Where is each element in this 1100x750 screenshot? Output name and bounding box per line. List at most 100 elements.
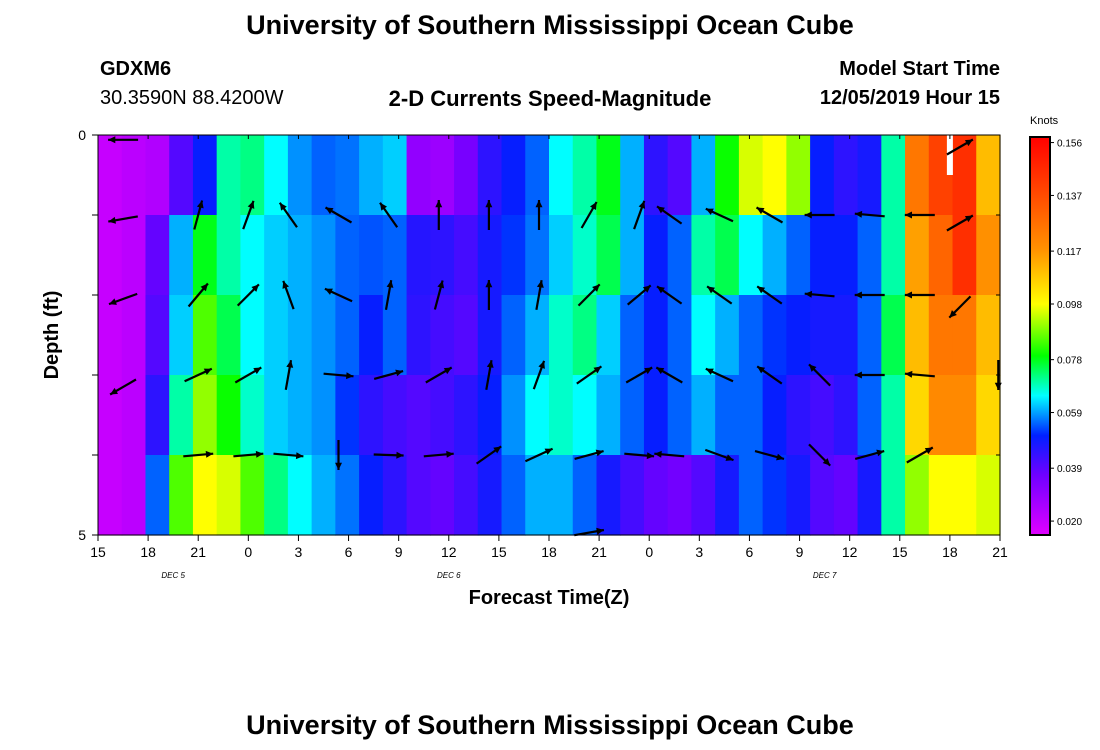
heatmap-cell	[311, 375, 336, 456]
heatmap-cell	[430, 135, 455, 216]
heatmap-cell	[810, 135, 835, 216]
heatmap-cell	[430, 455, 455, 536]
arrow-head	[200, 283, 208, 292]
heatmap-cell	[501, 455, 526, 536]
heatmap-cell	[287, 455, 313, 536]
heatmap-cell	[738, 295, 764, 376]
arrow-head	[486, 360, 494, 368]
heatmap-cell	[833, 455, 859, 536]
heatmap-cell	[881, 375, 906, 456]
current-arrow	[808, 363, 831, 387]
heatmap-cell	[928, 375, 954, 456]
heatmap-cell	[525, 455, 550, 536]
arrow-head	[809, 364, 817, 372]
heatmap-cell	[762, 215, 787, 296]
heatmap-cell	[762, 455, 787, 536]
colorbar-tick-label: 0.117	[1057, 247, 1082, 258]
arrow-head	[282, 280, 289, 289]
heatmap-cell	[145, 215, 170, 296]
day-label: DEC 5	[161, 571, 185, 580]
current-arrow	[435, 200, 443, 230]
heatmap-cell	[145, 135, 170, 216]
heatmap-cell	[881, 215, 906, 296]
arrow-head	[854, 291, 862, 299]
heatmap-cell	[952, 455, 977, 536]
heatmap-cell	[287, 375, 313, 456]
heatmap-cell	[572, 215, 598, 296]
heatmap-cell	[810, 375, 835, 456]
model-start-time: 12/05/2019 Hour 15	[819, 87, 1000, 109]
current-arrow	[108, 292, 138, 306]
arrow-head	[535, 200, 543, 208]
arrow-head	[253, 367, 262, 375]
y-axis: 05	[78, 127, 1000, 543]
current-arrow	[535, 280, 544, 310]
heatmap-cell	[264, 295, 289, 376]
heatmap-cell	[572, 135, 598, 216]
heatmap-cell	[382, 215, 408, 296]
heatmap-cell	[643, 135, 669, 216]
heatmap-cell	[596, 375, 621, 456]
arrow-head	[756, 207, 765, 215]
heatmap-cell	[905, 455, 930, 536]
heatmap-cell	[596, 295, 621, 376]
arrow-head	[804, 211, 812, 219]
x-tick-label: 0	[244, 544, 252, 560]
heatmap-cell	[98, 215, 123, 296]
current-arrow	[804, 290, 835, 298]
heatmap-cell	[786, 135, 811, 216]
heatmap-cell	[216, 295, 242, 376]
heatmap-cell	[98, 295, 123, 376]
heatmap-cell	[549, 455, 574, 536]
day-label: DEC 7	[813, 571, 837, 580]
current-arrow	[656, 205, 683, 225]
heatmap-cell	[382, 135, 408, 216]
current-arrow	[755, 206, 784, 224]
heatmap-cell	[169, 295, 194, 376]
heatmap-cell	[667, 215, 693, 296]
heatmap-cell	[145, 295, 170, 376]
current-arrow	[756, 365, 783, 385]
x-tick-label: 15	[491, 544, 507, 560]
heatmap-cell	[216, 135, 242, 216]
current-arrow	[485, 280, 493, 310]
arrow-head	[705, 208, 714, 215]
heatmap-cell	[525, 215, 550, 296]
heatmap-cell	[976, 215, 1001, 296]
current-arrow	[754, 450, 785, 461]
heatmap-cell	[928, 455, 954, 536]
arrow-head	[346, 372, 354, 380]
heatmap-cell	[192, 215, 218, 296]
heatmap-cell	[359, 135, 384, 216]
current-arrow	[373, 369, 404, 380]
arrow-head	[964, 215, 973, 223]
heatmap-cell	[762, 135, 787, 216]
arrow-head	[396, 451, 404, 459]
current-arrow	[485, 360, 494, 390]
heatmap-cell	[240, 455, 265, 536]
current-arrow	[705, 207, 734, 223]
heatmap-cells	[98, 135, 1001, 536]
heatmap-cell	[335, 135, 360, 216]
heatmap-cell	[287, 215, 313, 296]
current-arrow	[656, 285, 683, 305]
heatmap-cell	[928, 215, 954, 296]
arrow-head	[110, 387, 118, 395]
colorbar: Knots 0.020 0.039 0.059 0.078 0.098 0.117 0.13…	[1029, 115, 1082, 536]
arrow-head	[854, 371, 862, 379]
current-arrow	[654, 450, 685, 458]
heatmap-cell	[264, 375, 289, 456]
heatmap-cell	[121, 375, 147, 456]
heatmap-cell	[121, 215, 147, 296]
heatmap-cell	[620, 135, 645, 216]
heatmap-cell	[976, 455, 1001, 536]
arrow-head	[654, 450, 662, 458]
heatmap-cell	[359, 455, 384, 536]
heatmap-cell	[715, 455, 740, 536]
heatmap-cell	[287, 135, 313, 216]
current-arrow	[655, 366, 683, 384]
current-arrow	[904, 370, 935, 378]
arrow-head	[822, 458, 831, 466]
colorbar-tick-label: 0.020	[1057, 517, 1082, 528]
heatmap-cell	[857, 135, 882, 216]
